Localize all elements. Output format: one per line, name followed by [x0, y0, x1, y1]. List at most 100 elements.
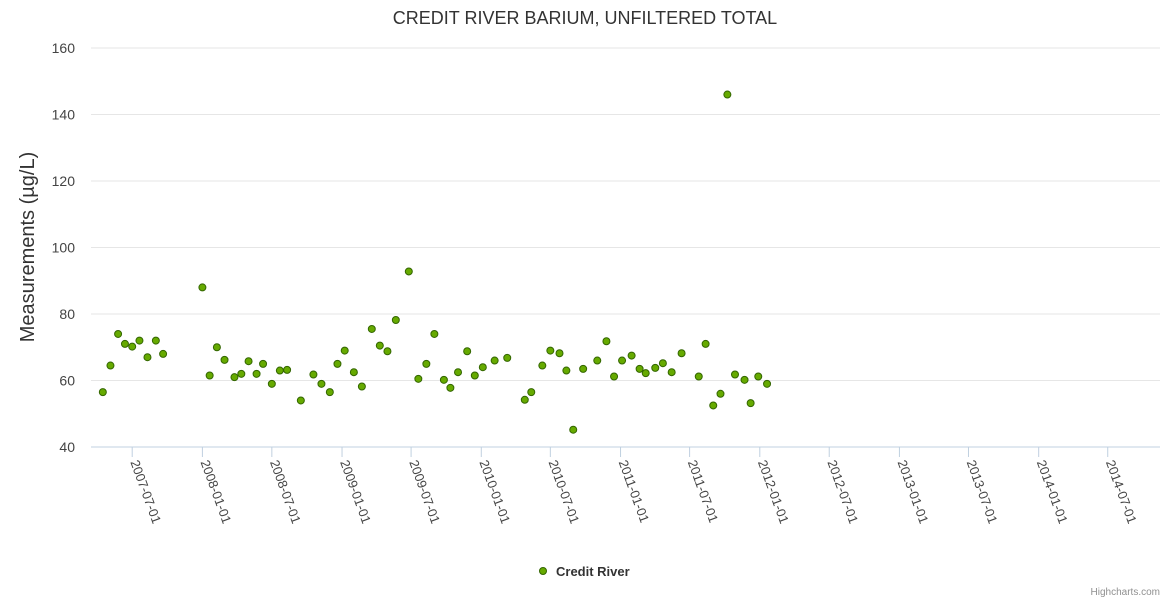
data-point[interactable]: [143, 353, 152, 362]
data-point[interactable]: [151, 336, 160, 345]
data-point[interactable]: [723, 90, 732, 99]
data-point[interactable]: [391, 315, 400, 324]
data-point[interactable]: [667, 368, 676, 377]
data-point[interactable]: [730, 370, 739, 379]
data-point[interactable]: [275, 366, 284, 375]
data-point[interactable]: [569, 425, 578, 434]
data-point[interactable]: [470, 371, 479, 380]
data-point[interactable]: [651, 363, 660, 372]
data-point[interactable]: [114, 329, 123, 338]
data-point[interactable]: [375, 341, 384, 350]
x-tick-label: 2013-07-01: [964, 458, 1001, 526]
x-tick-label: 2014-01-01: [1034, 458, 1071, 526]
data-point[interactable]: [252, 369, 261, 378]
x-tick-label: 2013-01-01: [895, 458, 932, 526]
credits-link[interactable]: Highcharts.com: [1091, 587, 1160, 598]
x-tick-label: 2011-07-01: [685, 458, 722, 525]
y-tick-label: 80: [59, 306, 75, 322]
data-point[interactable]: [237, 369, 246, 378]
data-point[interactable]: [430, 329, 439, 338]
data-point[interactable]: [325, 388, 334, 397]
data-point[interactable]: [267, 379, 276, 388]
data-point[interactable]: [602, 337, 611, 346]
data-point[interactable]: [439, 375, 448, 384]
data-point[interactable]: [709, 401, 718, 410]
y-tick-label: 140: [52, 107, 76, 123]
data-point[interactable]: [404, 267, 413, 276]
x-tick-label: 2010-07-01: [546, 458, 583, 526]
x-tick-label: 2014-07-01: [1103, 458, 1140, 526]
data-point[interactable]: [317, 379, 326, 388]
data-point[interactable]: [562, 366, 571, 375]
data-point[interactable]: [135, 336, 144, 345]
data-point[interactable]: [128, 342, 137, 351]
data-point[interactable]: [618, 356, 627, 365]
data-point[interactable]: [244, 357, 253, 366]
data-point[interactable]: [422, 359, 431, 368]
data-point[interactable]: [259, 359, 268, 368]
data-point[interactable]: [677, 349, 686, 358]
data-point[interactable]: [538, 361, 547, 370]
data-point[interactable]: [546, 346, 555, 355]
data-point[interactable]: [296, 396, 305, 405]
data-point[interactable]: [694, 372, 703, 381]
data-point[interactable]: [220, 355, 229, 364]
data-point[interactable]: [159, 349, 168, 358]
data-point[interactable]: [610, 372, 619, 381]
data-point[interactable]: [478, 363, 487, 372]
data-point[interactable]: [527, 388, 536, 397]
x-tick-label: 2009-07-01: [406, 458, 443, 526]
data-point[interactable]: [357, 382, 366, 391]
data-point[interactable]: [627, 351, 636, 360]
data-point[interactable]: [283, 365, 292, 374]
legend-marker: [539, 567, 547, 575]
data-point[interactable]: [454, 368, 463, 377]
y-tick-label: 160: [52, 40, 76, 56]
data-point[interactable]: [414, 374, 423, 383]
data-point[interactable]: [120, 339, 129, 348]
x-axis: 2007-07-01 2008-01-01 2008-07-01 2009-01-01…: [127, 447, 1140, 526]
data-point[interactable]: [763, 379, 772, 388]
data-point[interactable]: [367, 324, 376, 333]
legend[interactable]: Credit River: [539, 564, 630, 579]
y-axis: 40 60 80 100 120 140 160: [52, 40, 76, 455]
data-point[interactable]: [503, 353, 512, 362]
data-point[interactable]: [98, 388, 107, 397]
data-point[interactable]: [716, 389, 725, 398]
data-point[interactable]: [446, 383, 455, 392]
data-point[interactable]: [740, 375, 749, 384]
data-point[interactable]: [641, 369, 650, 378]
chart-title: CREDIT RIVER BARIUM, UNFILTERED TOTAL: [393, 8, 777, 28]
data-point[interactable]: [579, 364, 588, 373]
data-point[interactable]: [490, 356, 499, 365]
data-point[interactable]: [106, 361, 115, 370]
data-point[interactable]: [754, 372, 763, 381]
legend-label-credit-river[interactable]: Credit River: [556, 564, 630, 579]
data-points: [98, 90, 772, 434]
data-point[interactable]: [593, 356, 602, 365]
y-tick-label: 40: [59, 439, 75, 455]
x-tick-label: 2008-07-01: [267, 458, 304, 526]
data-point[interactable]: [555, 349, 564, 358]
x-tick-label: 2011-01-01: [616, 458, 653, 525]
data-point[interactable]: [463, 347, 472, 356]
data-point[interactable]: [230, 373, 239, 382]
data-point[interactable]: [701, 339, 710, 348]
grid-lines: [91, 47, 1160, 448]
data-point[interactable]: [198, 283, 207, 292]
data-point[interactable]: [205, 371, 214, 380]
data-point[interactable]: [383, 347, 392, 356]
data-point[interactable]: [309, 370, 318, 379]
data-point[interactable]: [658, 359, 667, 368]
x-tick-label: 2012-01-01: [755, 458, 792, 526]
data-point[interactable]: [635, 364, 644, 373]
data-point[interactable]: [333, 359, 342, 368]
y-tick-label: 100: [52, 240, 76, 256]
data-point[interactable]: [520, 395, 529, 404]
data-point[interactable]: [212, 343, 221, 352]
data-point[interactable]: [340, 346, 349, 355]
data-point[interactable]: [349, 368, 358, 377]
data-point[interactable]: [746, 399, 755, 408]
